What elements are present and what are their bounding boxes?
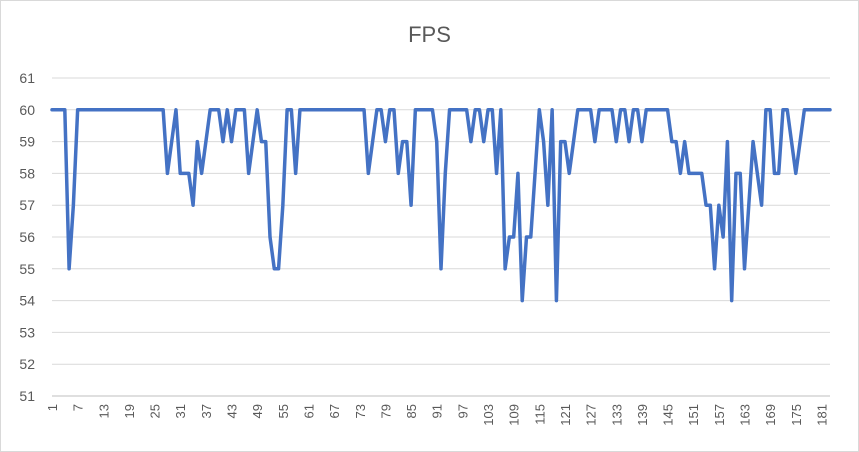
y-tick-label: 51: [19, 388, 35, 404]
x-tick-label: 55: [276, 404, 291, 418]
x-tick-label: 37: [199, 404, 214, 418]
x-tick-label: 25: [148, 404, 163, 418]
x-tick-label: 103: [481, 404, 496, 426]
x-tick-label: 145: [661, 404, 676, 426]
x-tick-label: 43: [225, 404, 240, 418]
x-tick-label: 157: [712, 404, 727, 426]
y-axis-ticks: 51 52 53 54 55 56 57 58 59 60 61: [19, 70, 35, 404]
x-tick-label: 1: [45, 404, 60, 411]
x-tick-label: 133: [609, 404, 624, 426]
x-tick-label: 7: [71, 404, 86, 411]
y-tick-label: 61: [19, 70, 35, 86]
y-tick-label: 54: [19, 293, 35, 309]
y-tick-label: 60: [19, 102, 35, 118]
x-tick-label: 97: [455, 404, 470, 418]
x-tick-label: 13: [96, 404, 111, 418]
x-tick-label: 19: [122, 404, 137, 418]
x-tick-label: 61: [301, 404, 316, 418]
x-tick-label: 181: [814, 404, 829, 426]
x-tick-label: 151: [686, 404, 701, 426]
x-tick-label: 67: [327, 404, 342, 418]
y-tick-label: 59: [19, 134, 35, 150]
series-layer: [50, 108, 832, 303]
y-tick-label: 58: [19, 165, 35, 181]
chart-title: FPS: [408, 22, 451, 47]
x-tick-label: 79: [378, 404, 393, 418]
series-line-fps: [50, 108, 832, 303]
x-axis-ticks: 1 7 13 19 25 31 37 43 49 55 61 67 73 79 85 91 97 103 109 11…: [45, 404, 829, 426]
y-tick-label: 53: [19, 324, 35, 340]
x-tick-label: 31: [173, 404, 188, 418]
y-tick-label: 56: [19, 229, 35, 245]
x-tick-label: 127: [584, 404, 599, 426]
x-tick-label: 175: [789, 404, 804, 426]
x-tick-label: 169: [763, 404, 778, 426]
x-tick-label: 91: [430, 404, 445, 418]
y-tick-label: 55: [19, 261, 35, 277]
x-tick-label: 49: [250, 404, 265, 418]
x-tick-label: 115: [532, 404, 547, 425]
x-tick-label: 73: [353, 404, 368, 418]
y-tick-label: 57: [19, 197, 35, 213]
x-tick-label: 85: [404, 404, 419, 418]
x-tick-label: 109: [507, 404, 522, 426]
x-tick-label: 139: [635, 404, 650, 426]
x-tick-label: 163: [738, 404, 753, 426]
y-tick-label: 52: [19, 356, 35, 372]
x-tick-label: 121: [558, 404, 573, 426]
